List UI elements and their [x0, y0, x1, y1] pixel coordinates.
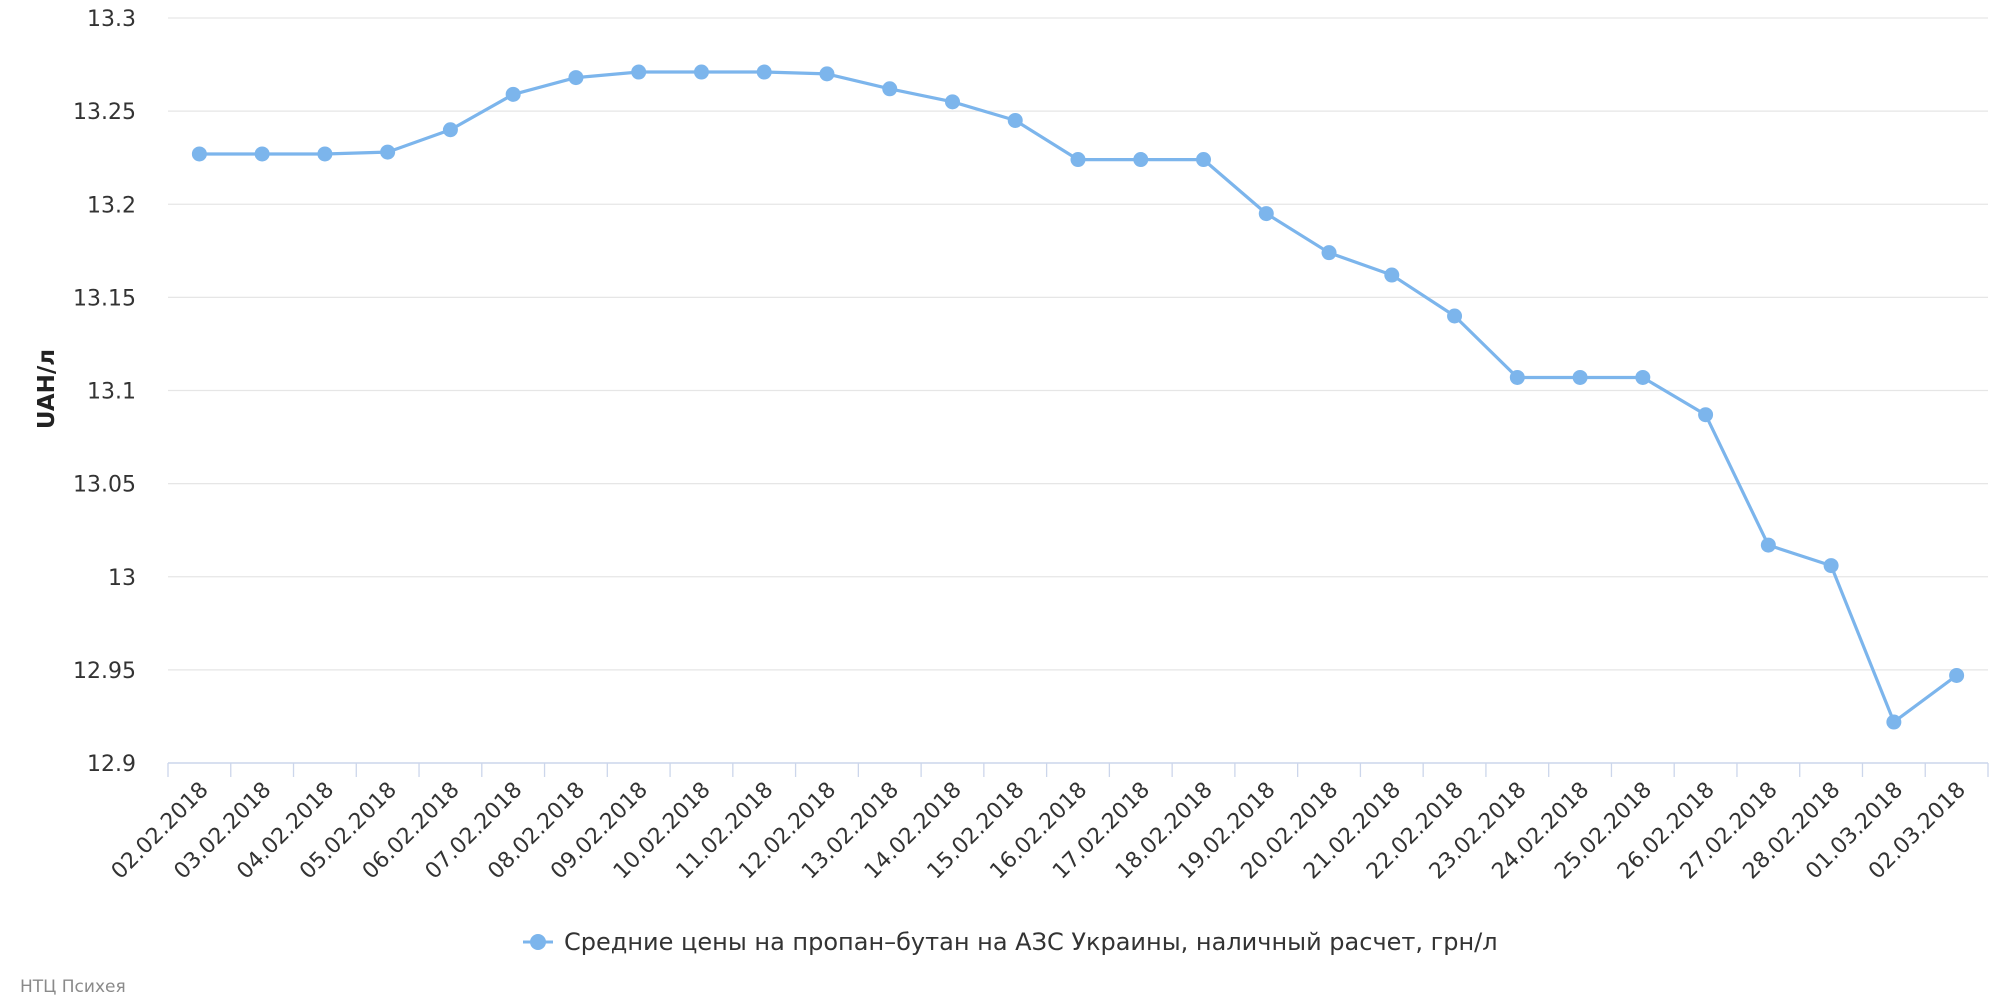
data-point[interactable]	[1258, 206, 1274, 222]
data-point[interactable]	[442, 122, 458, 138]
y-tick-label: 13.3	[87, 7, 136, 32]
data-point[interactable]	[1823, 558, 1839, 574]
data-point[interactable]	[819, 66, 835, 82]
y-tick-label: 13.25	[73, 100, 136, 125]
data-point[interactable]	[1949, 667, 1965, 683]
data-point[interactable]	[1384, 267, 1400, 283]
legend-series-name: Средние цены на пропан–бутан на АЗС Укра…	[564, 928, 1498, 956]
y-tick-label: 12.9	[87, 752, 136, 777]
credit-text[interactable]: НТЦ Психея	[20, 977, 126, 997]
data-point[interactable]	[944, 94, 960, 110]
y-tick-label: 13.15	[73, 286, 136, 311]
data-point[interactable]	[1760, 537, 1776, 553]
data-point[interactable]	[1572, 369, 1588, 385]
data-point[interactable]	[317, 146, 333, 162]
data-point[interactable]	[568, 70, 584, 86]
y-axis-tick-labels: 12.9 12.95 13 13.05 13.1 13.15 13.2 13.25 13.3	[73, 7, 136, 777]
data-point[interactable]	[631, 64, 647, 80]
y-tick-label: 13	[108, 566, 136, 591]
data-point[interactable]	[254, 146, 270, 162]
y-axis-label: UAH/л	[34, 349, 60, 429]
series-group	[191, 64, 1965, 730]
data-point[interactable]	[505, 86, 521, 102]
x-axis	[167, 762, 1989, 777]
y-tick-label: 13.1	[87, 380, 136, 405]
data-point[interactable]	[1509, 369, 1525, 385]
data-point[interactable]	[693, 64, 709, 80]
data-point[interactable]	[1886, 714, 1902, 730]
grid-lines	[168, 17, 1988, 671]
data-point[interactable]	[1447, 308, 1463, 324]
data-point[interactable]	[191, 146, 207, 162]
data-point[interactable]	[1070, 152, 1086, 168]
series-line	[197, 70, 1959, 724]
x-axis-tick-labels: 02.02.201803.02.201804.02.201805.02.2018…	[107, 778, 1971, 885]
data-point[interactable]	[756, 64, 772, 80]
legend-marker-icon	[530, 934, 546, 950]
y-tick-label: 13.2	[87, 193, 136, 218]
data-point[interactable]	[1196, 152, 1212, 168]
y-tick-label: 12.95	[73, 659, 136, 684]
data-point[interactable]	[1321, 245, 1337, 261]
data-point[interactable]	[1007, 112, 1023, 128]
data-point[interactable]	[1133, 152, 1149, 168]
y-tick-label: 13.05	[73, 473, 136, 498]
data-point[interactable]	[1635, 369, 1651, 385]
data-point[interactable]	[1698, 407, 1714, 423]
data-point[interactable]	[882, 81, 898, 97]
data-point[interactable]	[380, 144, 396, 160]
legend[interactable]: Средние цены на пропан–бутан на АЗС Укра…	[523, 928, 1498, 956]
